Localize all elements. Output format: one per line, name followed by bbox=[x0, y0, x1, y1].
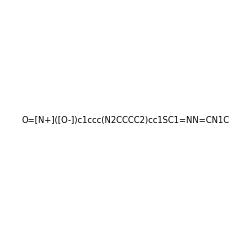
Text: O=[N+]([O-])c1ccc(N2CCCC2)cc1SC1=NN=CN1C: O=[N+]([O-])c1ccc(N2CCCC2)cc1SC1=NN=CN1C bbox=[22, 115, 230, 125]
